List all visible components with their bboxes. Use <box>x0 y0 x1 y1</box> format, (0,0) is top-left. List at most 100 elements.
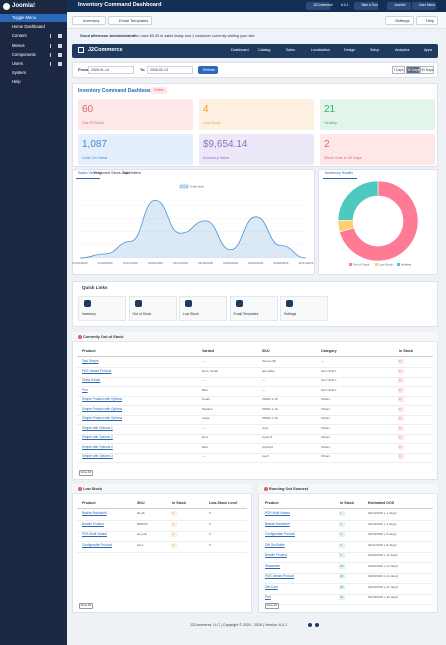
nav-item[interactable]: Dashboard <box>231 48 249 52</box>
product-link[interactable]: Simple Product with Options <box>82 416 123 420</box>
quick-link[interactable] <box>78 296 126 321</box>
column-header: Low-Stock Level <box>209 501 238 505</box>
product-link[interactable]: Glass Holder <box>82 378 101 382</box>
header-icon <box>78 487 82 491</box>
product-link[interactable]: Gift Card <box>265 584 278 589</box>
stock-badge <box>339 532 345 537</box>
quick-link-icon <box>286 300 293 307</box>
stock-value: 0 <box>399 368 401 373</box>
product-link[interactable]: Simple with Options 1 <box>82 425 113 430</box>
header-button[interactable] <box>354 2 378 10</box>
date-value: 2026-02-13 <box>150 67 168 72</box>
range-button[interactable] <box>392 66 405 74</box>
product-link[interactable]: Simple with Options 2 <box>82 444 113 449</box>
product-link[interactable]: PDS Multi Variant <box>265 511 290 515</box>
logo-icon <box>3 3 10 10</box>
cell: 02/24/2026 (~11 days) <box>368 553 398 557</box>
stock-value: 2 <box>172 521 174 526</box>
out_of_stock-card <box>72 332 438 480</box>
product-link[interactable]: Beside Bookshelf <box>82 511 107 515</box>
product-link[interactable]: Bundle Product <box>265 553 287 557</box>
toolbar-button[interactable] <box>385 16 414 25</box>
sidebar-item[interactable]: Users <box>12 61 23 66</box>
header-button[interactable] <box>387 2 411 10</box>
toolbar-button[interactable] <box>108 16 152 25</box>
nav-item[interactable]: Catalog <box>258 48 271 52</box>
card-header <box>72 332 438 342</box>
stock-value: 0 <box>399 359 401 363</box>
sidebar-item[interactable]: Menus <box>12 42 25 48</box>
date-input[interactable] <box>88 66 134 74</box>
product-link[interactable]: Pen <box>265 595 271 599</box>
nav-item[interactable]: Localization <box>311 48 330 52</box>
chart-tab[interactable]: Sales Velocity <box>78 171 102 175</box>
stat-value: $9,654.14 <box>203 139 248 150</box>
chart-tab[interactable]: Projected Stock-Outs <box>94 171 130 175</box>
product-link[interactable]: Simple with Options 3 <box>82 454 113 458</box>
alert-text: You have $0.00 in sales today and 1 cust… <box>133 34 256 38</box>
range-label: 7 Days <box>393 67 404 72</box>
cell: — <box>202 454 205 458</box>
cell: PMDK-1-16 <box>262 416 278 420</box>
stock-value: 0 <box>399 378 401 382</box>
nav-item[interactable]: Setup <box>370 48 380 52</box>
product-link[interactable]: Configurable Product <box>82 542 112 547</box>
stock-value: 1 <box>340 511 342 515</box>
range-label: 90 Days <box>421 67 434 72</box>
sidebar-item[interactable]: Components <box>12 51 36 57</box>
sidebar-item[interactable]: System <box>12 70 26 76</box>
product-link[interactable]: PDS Multi Variant <box>82 532 107 536</box>
product-link[interactable]: Gift Set Bottle <box>265 542 285 547</box>
cell: Others <box>321 425 331 430</box>
stock-badge <box>339 511 345 516</box>
nav-item[interactable]: Design <box>344 48 356 52</box>
toolbar-button[interactable] <box>416 16 438 25</box>
product-link[interactable]: Beside Bookshelf <box>265 521 290 526</box>
stat-box <box>320 134 435 165</box>
product-link[interactable]: Simple with Options 2 <box>82 435 113 439</box>
product-link[interactable]: Configurable Product <box>265 532 295 536</box>
date-input[interactable] <box>147 66 193 74</box>
nav-item[interactable]: Analytics <box>395 48 410 52</box>
product-link[interactable]: Bundle Product <box>82 521 104 526</box>
nav-item[interactable]: Sales <box>286 48 295 52</box>
cell: Red <box>202 435 208 439</box>
product-link[interactable]: PDS Variant Product <box>82 368 112 373</box>
product-link[interactable]: Test Simple <box>82 359 99 363</box>
stock-badge <box>339 574 345 579</box>
toolbar-button[interactable] <box>72 16 106 25</box>
grid-icon <box>58 43 62 48</box>
header-button[interactable] <box>412 2 436 10</box>
product-link[interactable]: PDS Variant Product <box>265 574 295 578</box>
product-link[interactable]: Glassware <box>265 563 281 568</box>
chevron <box>50 62 53 66</box>
view-all-button[interactable] <box>79 470 93 476</box>
column-header: SKU <box>137 501 145 505</box>
product-link[interactable]: Simple Product with Options <box>82 397 123 401</box>
stock-badge <box>171 542 177 548</box>
header-button[interactable] <box>306 2 330 10</box>
view-all-button[interactable] <box>79 603 93 609</box>
view-all-button[interactable] <box>265 603 279 609</box>
chart-tab[interactable]: Top Sellers <box>122 171 141 175</box>
refresh-button[interactable] <box>198 66 218 74</box>
product-link[interactable]: Simple Product with Options <box>82 406 123 411</box>
quick-link[interactable] <box>280 296 328 321</box>
range-button[interactable] <box>406 66 420 74</box>
chevron <box>50 43 53 48</box>
sidebar-item[interactable]: Content <box>12 33 27 39</box>
tab-underline <box>323 178 357 179</box>
cell: Others <box>321 406 331 411</box>
sidebar-item[interactable]: Toggle Menu <box>12 15 36 20</box>
nav-item[interactable]: Apps <box>424 48 433 52</box>
header-button-label: Take a Tour <box>361 3 378 7</box>
product-link[interactable]: Pen <box>82 387 88 392</box>
sidebar-item[interactable]: Home Dashboard <box>12 24 45 30</box>
stat-value: 21 <box>324 104 336 115</box>
range-button[interactable] <box>420 66 434 74</box>
stock-value: 0 <box>399 397 401 401</box>
column-header: Product <box>82 501 96 505</box>
badge <box>150 87 167 94</box>
sidebar-item[interactable]: Help <box>12 79 21 85</box>
